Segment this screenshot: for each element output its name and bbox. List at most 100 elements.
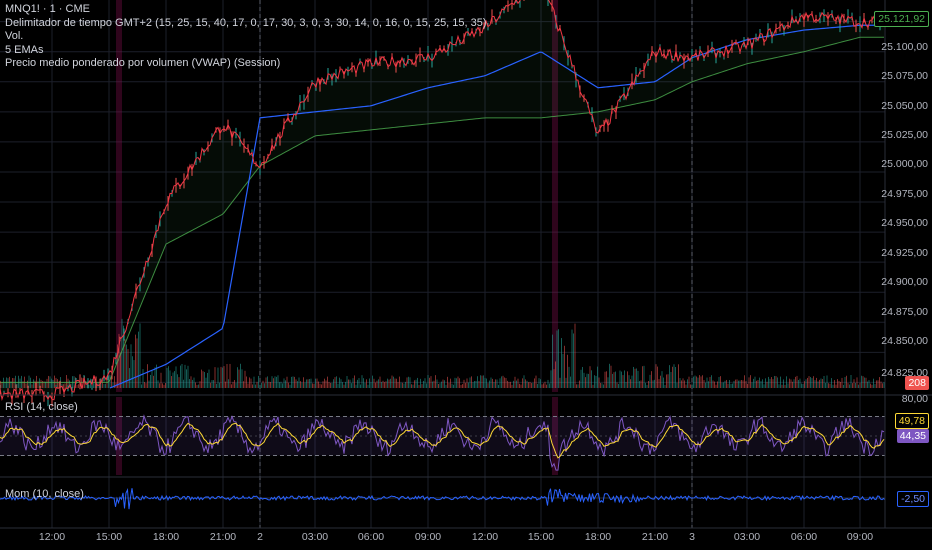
volume-bar	[537, 383, 538, 388]
volume-bar	[469, 377, 471, 388]
volume-bar	[453, 384, 454, 388]
volume-bar	[324, 378, 325, 388]
volume-bar	[838, 381, 840, 388]
volume-bar	[456, 378, 457, 388]
volume-bar	[157, 380, 159, 388]
volume-bar	[109, 375, 111, 388]
mom-line	[0, 488, 886, 510]
volume-bar	[150, 374, 151, 388]
legend-volume[interactable]: Vol.	[5, 30, 24, 42]
volume-bar	[430, 376, 432, 388]
session-highlight	[116, 0, 122, 392]
volume-bar	[835, 384, 837, 388]
volume-bar	[94, 379, 96, 388]
volume-bar	[124, 339, 126, 388]
legend-timezone-indicator[interactable]: Delimitador de tiempo GMT+2 (15, 25, 15,…	[5, 16, 487, 29]
mom-pane-label[interactable]: Mom (10, close)	[5, 488, 84, 500]
volume-bar	[484, 377, 486, 388]
volume-bar	[334, 377, 336, 388]
volume-bar	[574, 323, 576, 388]
volume-bar	[112, 382, 114, 388]
volume-bar	[846, 375, 847, 388]
last-price-tag: 25.121,92	[874, 11, 929, 27]
price-axis-label: 25.025,00	[881, 129, 928, 141]
volume-bar	[510, 381, 511, 388]
volume-bar	[811, 378, 813, 388]
legend-emas[interactable]: 5 EMAs	[5, 43, 44, 56]
volume-bar	[340, 379, 342, 388]
volume-bar	[43, 381, 45, 388]
volume-bar	[45, 381, 46, 388]
volume-bar	[730, 383, 732, 388]
time-axis-label: 06:00	[357, 531, 385, 543]
volume-bar	[195, 382, 196, 388]
volume-bar	[394, 378, 396, 388]
volume-bar	[844, 377, 846, 388]
volume-bar	[246, 376, 247, 388]
volume-bar	[121, 318, 123, 388]
volume-bar	[187, 365, 189, 388]
rsi-pane-label[interactable]: RSI (14, close)	[5, 401, 78, 413]
volume-bar	[645, 382, 646, 388]
volume-bar	[147, 364, 148, 388]
volume-bar	[123, 325, 124, 388]
volume-bar	[120, 352, 121, 388]
volume-bar	[274, 376, 276, 388]
volume-bar	[69, 380, 70, 388]
volume-bar	[289, 384, 291, 388]
volume-bar	[598, 377, 600, 388]
volume-bar	[298, 377, 300, 388]
volume-bar	[312, 383, 313, 388]
volume-bar	[604, 371, 606, 388]
volume-bar	[376, 380, 378, 388]
volume-bar	[561, 338, 562, 388]
volume-bar	[243, 381, 244, 388]
volume-bar	[411, 384, 412, 388]
volume-bar	[837, 379, 838, 388]
volume-bar	[111, 377, 112, 388]
volume-bar	[129, 368, 130, 388]
volume-bar	[597, 366, 598, 388]
volume-bar	[12, 378, 13, 388]
volume-bar	[31, 384, 33, 388]
legend-vwap[interactable]: Precio medio ponderado por volumen (VWAP…	[5, 57, 281, 69]
volume-bar	[526, 380, 528, 388]
volume-bar	[676, 382, 678, 388]
volume-bar	[474, 380, 475, 388]
volume-bar	[879, 377, 880, 388]
volume-bar	[585, 377, 586, 388]
volume-bar	[241, 369, 243, 388]
volume-bar	[522, 378, 523, 388]
volume-bar	[793, 379, 795, 388]
volume-bar	[180, 365, 181, 388]
volume-bar	[406, 377, 408, 388]
volume-bar	[699, 375, 700, 388]
volume-bar	[331, 383, 333, 388]
volume-bar	[583, 372, 585, 388]
volume-bar	[657, 366, 658, 388]
volume-bar	[46, 378, 48, 388]
volume-bar	[258, 375, 259, 388]
volume-bar	[817, 381, 819, 388]
volume-bar	[37, 381, 39, 388]
volume-bar	[882, 383, 883, 388]
volume-bar	[619, 370, 621, 388]
volume-bar	[733, 380, 735, 388]
volume-bar	[808, 376, 810, 388]
price-axis-label: 24.950,00	[881, 217, 928, 229]
volume-bar	[226, 363, 228, 388]
volume-bar	[477, 376, 478, 388]
volume-bar	[735, 379, 736, 388]
volume-bar	[172, 372, 174, 388]
volume-bar	[444, 380, 445, 388]
volume-bar	[384, 382, 385, 388]
volume-bar	[859, 382, 861, 388]
legend-symbol[interactable]: MNQ1! · 1 · CME	[5, 3, 90, 15]
volume-bar	[519, 383, 520, 388]
volume-bar	[870, 383, 871, 388]
volume-bar	[627, 371, 628, 388]
volume-bar	[624, 370, 625, 388]
volume-bar	[567, 354, 568, 388]
